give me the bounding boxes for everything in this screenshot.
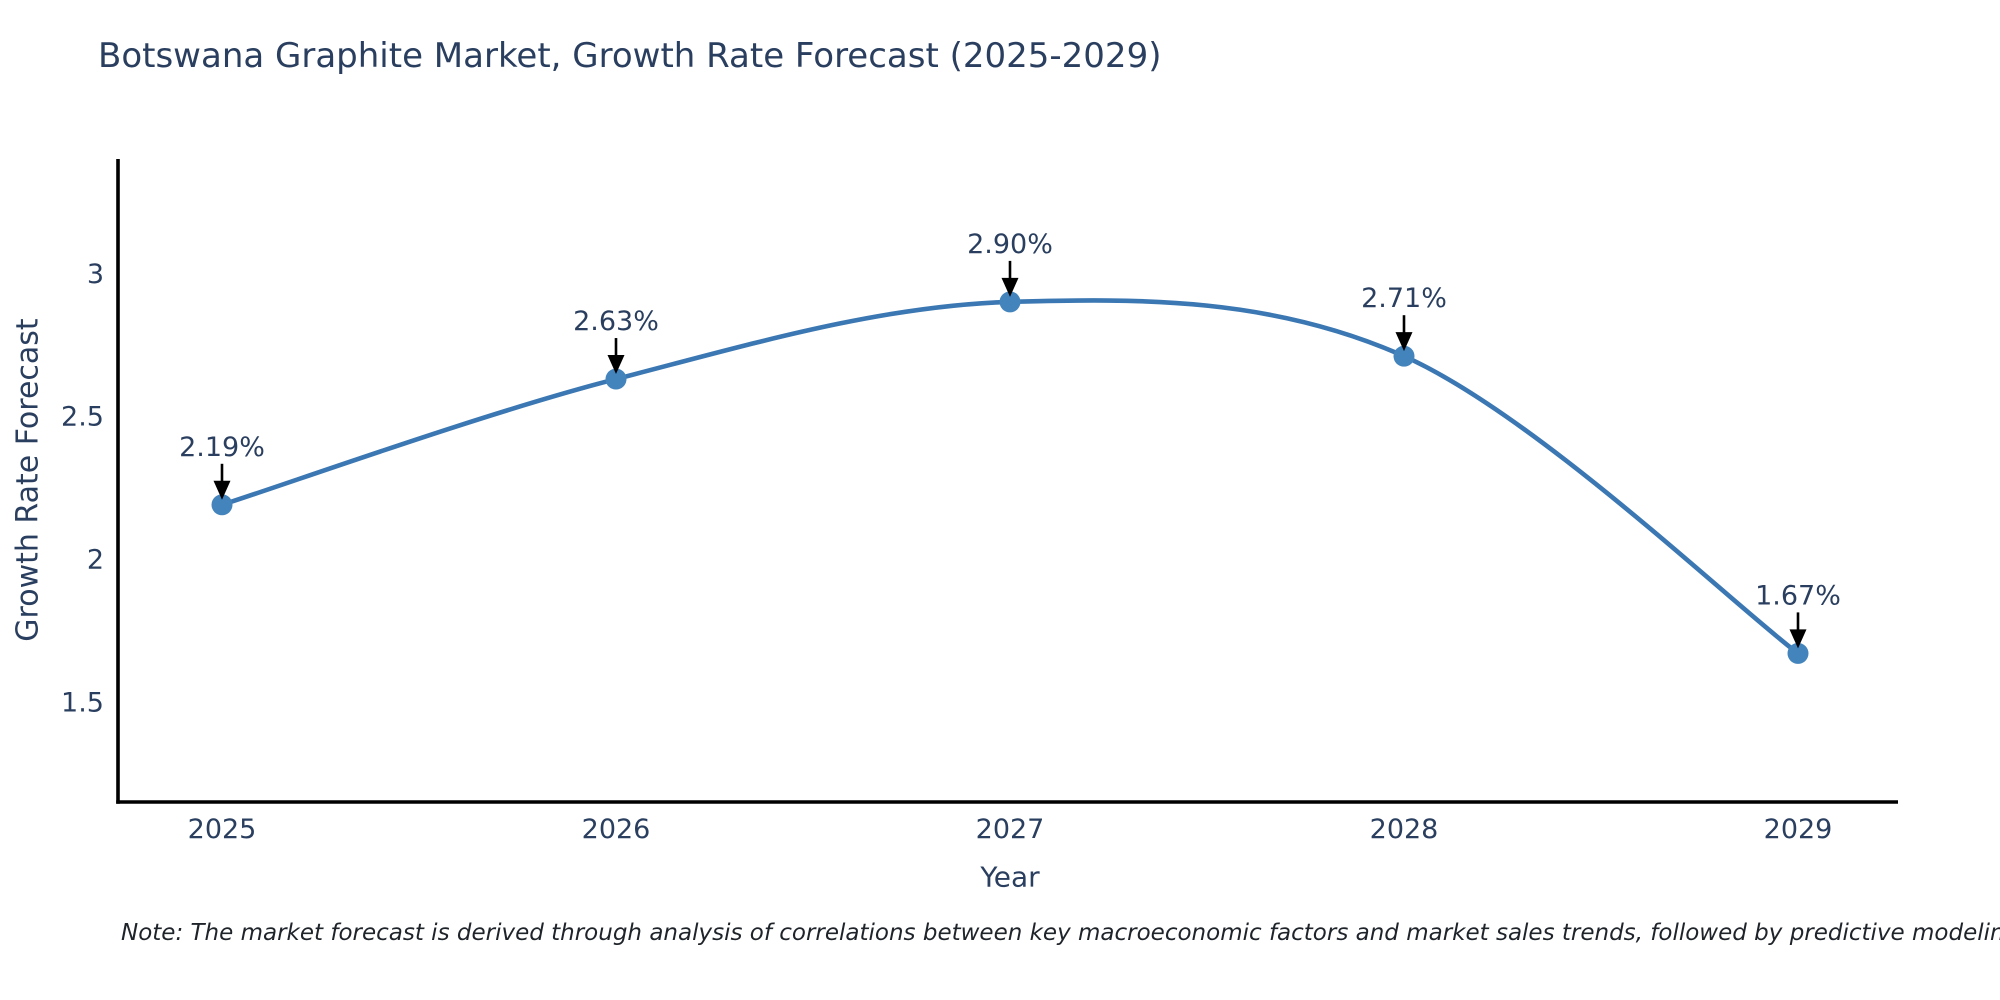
y-tick-label: 2 — [87, 545, 104, 576]
x-tick-label: 2025 — [188, 814, 257, 845]
annotation-arrowhead — [213, 480, 231, 500]
data-point-label: 1.67% — [1755, 580, 1841, 611]
annotation-arrowhead — [1001, 277, 1019, 297]
chart-title: Botswana Graphite Market, Growth Rate Fo… — [98, 36, 1162, 76]
x-tick-label: 2029 — [1764, 814, 1833, 845]
annotation-arrowhead — [607, 355, 625, 375]
series-line — [219, 298, 1801, 656]
y-tick-label: 2.5 — [61, 402, 104, 433]
data-point-2026[interactable] — [605, 368, 627, 390]
y-tick-label: 3 — [87, 259, 104, 290]
data-point-2029[interactable] — [1787, 642, 1809, 664]
data-point-label: 2.71% — [1361, 283, 1447, 314]
data-point-2027[interactable] — [999, 291, 1021, 313]
x-tick-label: 2027 — [976, 814, 1045, 845]
y-axis-title: Growth Rate Forecast — [10, 318, 46, 642]
annotation-arrowhead — [1789, 629, 1807, 649]
data-point-label: 2.63% — [573, 306, 659, 337]
x-tick-label: 2026 — [582, 814, 651, 845]
data-point-label: 2.19% — [179, 432, 265, 463]
y-tick-label: 1.5 — [61, 687, 104, 718]
data-point-label: 2.90% — [967, 229, 1053, 260]
annotation-arrowhead — [1395, 332, 1413, 352]
data-point-2025[interactable] — [211, 494, 233, 516]
x-axis-title: Year — [980, 860, 1040, 894]
x-tick-label: 2028 — [1370, 814, 1439, 845]
data-point-2028[interactable] — [1393, 345, 1415, 367]
footnote: Note: The market forecast is derived thr… — [121, 920, 2000, 946]
